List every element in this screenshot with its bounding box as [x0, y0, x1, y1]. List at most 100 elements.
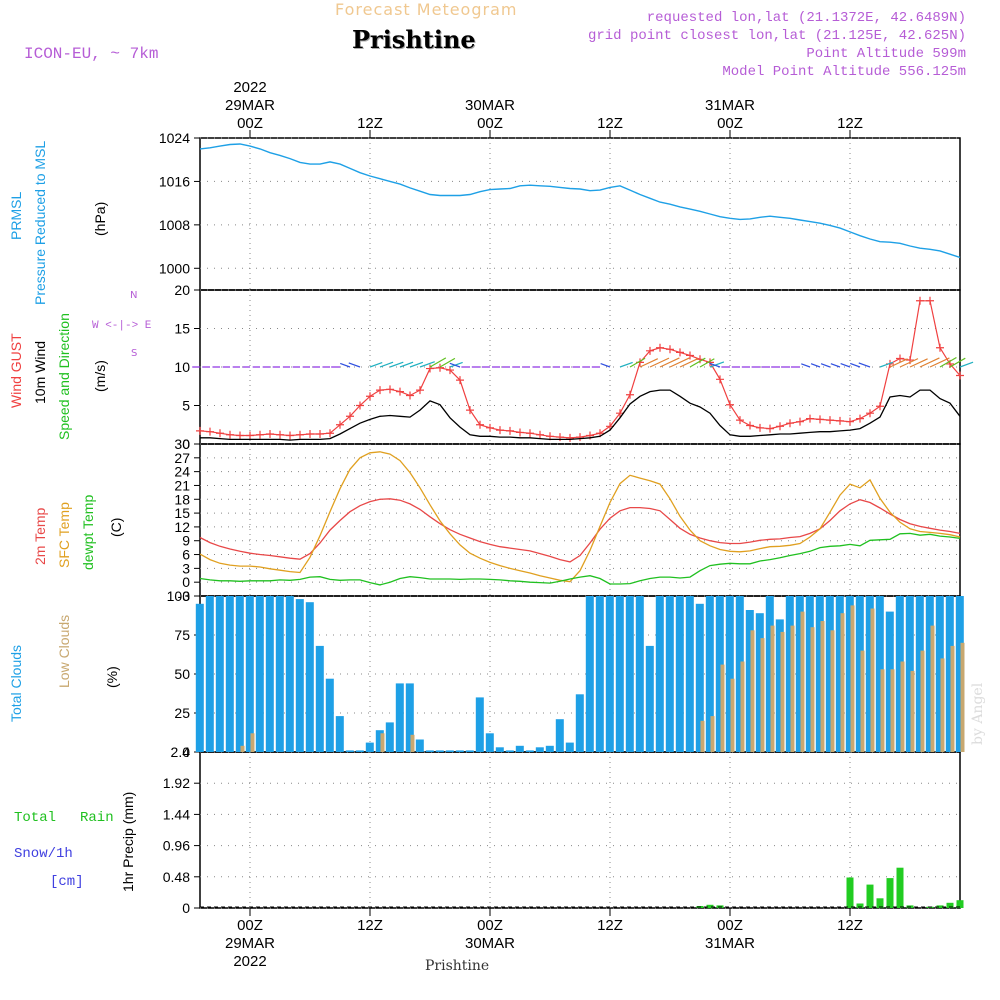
- wind-direction-arrow: [679, 358, 699, 368]
- bottom-time-label: 00Z: [717, 917, 743, 934]
- total-cloud-bar: [375, 730, 384, 752]
- gust-marker: [326, 429, 334, 438]
- model-altitude: Model Point Altitude 556.125m: [722, 64, 966, 80]
- low-cloud-bar: [800, 611, 805, 752]
- total-cloud-bar: [475, 697, 484, 752]
- total-cloud-bar: [745, 610, 754, 752]
- wind-direction-arrow: [629, 357, 646, 368]
- gust-marker: [766, 424, 774, 433]
- total-cloud-bar: [235, 596, 244, 752]
- low-cloud-bar: [240, 745, 245, 752]
- total-cloud-bar: [245, 596, 254, 752]
- gust-marker: [796, 417, 804, 426]
- total-cloud-bar: [825, 596, 834, 752]
- total-cloud-bar: [665, 596, 674, 752]
- total-cloud-bar: [845, 596, 854, 752]
- gust-marker: [436, 363, 444, 372]
- gust-marker: [236, 431, 244, 440]
- y-tick-label: 1024: [159, 130, 190, 146]
- low-cloud-bar: [850, 605, 855, 752]
- gust-marker: [756, 423, 764, 432]
- wind-direction-arrow: [348, 362, 361, 368]
- bottom-time-label: 30MAR: [465, 935, 515, 952]
- total-cloud-bar: [345, 750, 354, 752]
- gust-marker: [786, 419, 794, 428]
- gust-marker: [676, 348, 684, 357]
- total-cloud-bar: [855, 596, 864, 752]
- gust-marker: [286, 431, 294, 440]
- low-cloud-bar: [780, 631, 785, 752]
- wind-direction-arrow: [801, 363, 811, 368]
- wind-direction-arrow: [858, 362, 871, 368]
- total-cloud-bar: [935, 596, 944, 752]
- total-cloud-bar: [775, 619, 784, 752]
- gust-marker: [916, 296, 924, 305]
- total-cloud-bar: [415, 739, 424, 752]
- total-cloud-bar: [655, 596, 664, 752]
- top-time-label: 30MAR: [465, 97, 515, 114]
- total-cloud-bar: [865, 596, 874, 752]
- gust-marker: [866, 409, 874, 418]
- total-cloud-bar: [725, 596, 734, 752]
- gust-marker: [566, 433, 574, 442]
- gust-marker: [426, 364, 434, 373]
- temp-2m-line: [199, 498, 961, 563]
- wind-direction-arrow: [949, 357, 966, 368]
- wind-direction-arrow: [389, 361, 404, 368]
- footer-location: Prishtine: [425, 958, 490, 974]
- low-cloud-bar: [950, 645, 955, 752]
- gust-marker: [276, 430, 284, 439]
- total-cloud-bar: [705, 596, 714, 752]
- wind-direction-arrow: [899, 358, 919, 368]
- gust-marker: [256, 430, 264, 439]
- gust-marker: [856, 414, 864, 423]
- panel-frame-5: [199, 751, 961, 909]
- wind-direction-arrow: [409, 361, 424, 368]
- gust-marker: [356, 401, 364, 410]
- low-cloud-bar: [860, 650, 865, 752]
- total-cloud-bar: [695, 603, 704, 752]
- total-cloud-bar: [605, 596, 614, 752]
- y-tick-label: 6: [182, 547, 190, 563]
- gust-marker: [336, 420, 344, 429]
- total-cloud-bar: [325, 678, 334, 752]
- low-cloud-bar: [750, 630, 755, 752]
- wind-direction-arrow: [369, 361, 383, 368]
- total-cloud-bar: [915, 596, 924, 752]
- gust-marker: [666, 345, 674, 354]
- low-cloud-bar: [710, 716, 715, 752]
- total-cloud-bar: [805, 596, 814, 752]
- low-cloud-bar: [940, 658, 945, 752]
- y-tick-label: 50: [174, 666, 190, 682]
- y-tick-label: 1008: [159, 217, 190, 233]
- gust-marker: [626, 390, 634, 399]
- precip-rain-label: Rain: [80, 810, 114, 826]
- total-cloud-bar: [265, 596, 274, 752]
- y-tick-label: 9: [182, 533, 190, 549]
- wind-direction-arrow: [340, 362, 351, 368]
- wind-direction-arrow: [709, 362, 721, 368]
- gust-marker: [726, 400, 734, 409]
- total-cloud-bar: [335, 716, 344, 752]
- gust-marker: [896, 354, 904, 363]
- gust-marker: [406, 391, 414, 400]
- meteogram-subtitle: Forecast Meteogram: [335, 0, 518, 19]
- total-cloud-bar: [455, 750, 464, 752]
- gust-marker: [386, 385, 394, 394]
- compass-north: N: [130, 290, 138, 301]
- total-cloud-bar: [895, 596, 904, 752]
- wind-direction-arrow: [959, 361, 974, 368]
- wind-direction-arrow: [820, 363, 831, 368]
- rain-bar: [846, 877, 854, 908]
- gust-marker: [956, 371, 964, 380]
- bottom-time-label: 12Z: [357, 917, 383, 934]
- wind-direction-arrow: [619, 361, 633, 368]
- y-tick-label: 15: [174, 321, 190, 337]
- top-time-label: 29MAR: [225, 97, 275, 114]
- total-cloud-bar: [515, 745, 524, 752]
- total-cloud-bar: [635, 596, 644, 752]
- bottom-time-label: 12Z: [597, 917, 623, 934]
- total-cloud-bar: [795, 596, 804, 752]
- total-cloud-bar: [555, 719, 564, 752]
